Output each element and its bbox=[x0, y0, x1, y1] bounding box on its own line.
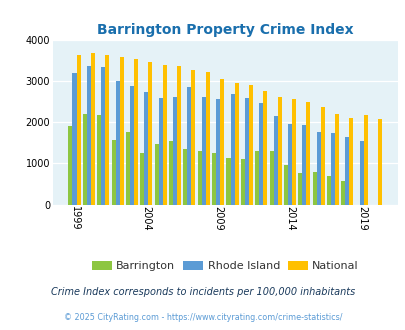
Bar bbox=[341, 181, 345, 205]
Bar bbox=[168, 141, 173, 205]
Bar bbox=[201, 97, 205, 205]
Bar bbox=[119, 57, 124, 205]
Bar bbox=[302, 125, 306, 205]
Bar bbox=[183, 149, 187, 205]
Text: © 2025 CityRating.com - https://www.cityrating.com/crime-statistics/: © 2025 CityRating.com - https://www.city… bbox=[64, 313, 341, 322]
Bar bbox=[269, 151, 273, 205]
Bar bbox=[187, 87, 191, 205]
Bar bbox=[320, 107, 324, 205]
Legend: Barrington, Rhode Island, National: Barrington, Rhode Island, National bbox=[87, 256, 362, 276]
Bar bbox=[76, 55, 80, 205]
Bar bbox=[154, 145, 158, 205]
Bar bbox=[255, 151, 258, 205]
Bar bbox=[87, 66, 91, 205]
Bar bbox=[205, 72, 209, 205]
Bar bbox=[262, 91, 266, 205]
Bar bbox=[126, 132, 130, 205]
Bar bbox=[197, 151, 201, 205]
Bar bbox=[258, 103, 262, 205]
Bar bbox=[83, 114, 87, 205]
Bar bbox=[230, 94, 234, 205]
Bar bbox=[316, 132, 320, 205]
Bar bbox=[72, 73, 76, 205]
Bar bbox=[240, 159, 244, 205]
Bar bbox=[173, 97, 177, 205]
Bar bbox=[345, 137, 349, 205]
Bar bbox=[226, 158, 230, 205]
Bar bbox=[363, 115, 367, 205]
Bar bbox=[359, 141, 363, 205]
Bar bbox=[334, 115, 338, 205]
Bar bbox=[105, 55, 109, 205]
Bar bbox=[273, 116, 277, 205]
Bar bbox=[287, 124, 291, 205]
Bar bbox=[234, 82, 238, 205]
Bar bbox=[97, 115, 101, 205]
Bar bbox=[215, 99, 220, 205]
Bar bbox=[244, 98, 248, 205]
Bar bbox=[283, 165, 287, 205]
Bar bbox=[140, 153, 144, 205]
Bar bbox=[91, 53, 95, 205]
Bar bbox=[158, 98, 162, 205]
Bar bbox=[148, 62, 152, 205]
Bar bbox=[326, 176, 330, 205]
Bar bbox=[220, 79, 224, 205]
Bar bbox=[377, 119, 381, 205]
Bar bbox=[101, 67, 105, 205]
Bar bbox=[115, 81, 119, 205]
Bar bbox=[277, 97, 281, 205]
Bar bbox=[248, 85, 252, 205]
Bar bbox=[298, 173, 302, 205]
Bar bbox=[111, 140, 115, 205]
Bar bbox=[191, 70, 195, 205]
Text: Crime Index corresponds to incidents per 100,000 inhabitants: Crime Index corresponds to incidents per… bbox=[51, 287, 354, 297]
Title: Barrington Property Crime Index: Barrington Property Crime Index bbox=[97, 23, 353, 37]
Bar bbox=[162, 65, 166, 205]
Bar bbox=[306, 102, 309, 205]
Bar bbox=[330, 133, 334, 205]
Bar bbox=[130, 86, 134, 205]
Bar bbox=[68, 126, 72, 205]
Bar bbox=[144, 92, 148, 205]
Bar bbox=[291, 99, 295, 205]
Bar bbox=[211, 153, 215, 205]
Bar bbox=[312, 172, 316, 205]
Bar bbox=[349, 117, 353, 205]
Bar bbox=[134, 59, 138, 205]
Bar bbox=[177, 66, 181, 205]
